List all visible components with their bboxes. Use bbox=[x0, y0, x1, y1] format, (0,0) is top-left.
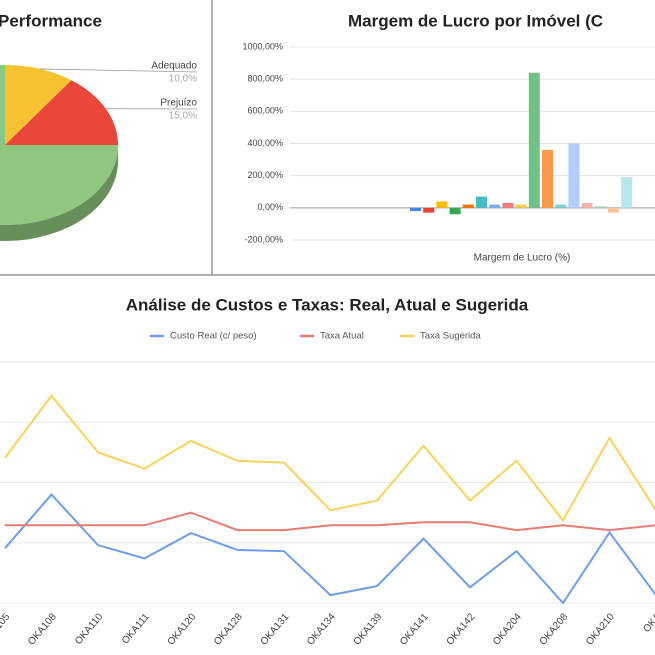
pie-value-label: 10,0% bbox=[169, 74, 197, 85]
line-series bbox=[4, 394, 655, 523]
bar bbox=[436, 201, 448, 208]
chart-title: Análise de Custos e Taxas: Real, Atual e… bbox=[126, 295, 529, 314]
bar bbox=[608, 207, 619, 213]
pie-label: Prejuízo bbox=[160, 98, 197, 109]
pie-slice-side bbox=[0, 145, 118, 241]
bar bbox=[542, 149, 553, 208]
bar bbox=[423, 207, 435, 213]
line-series bbox=[4, 493, 655, 605]
y-tick-label: 400,00% bbox=[247, 138, 283, 148]
bar bbox=[476, 196, 487, 208]
leader-line bbox=[39, 68, 198, 73]
line-series bbox=[5, 511, 655, 532]
x-axis-label: Margem de Lucro (%) bbox=[474, 253, 571, 264]
pie-value-label: 15,0% bbox=[169, 111, 197, 122]
bar bbox=[528, 72, 540, 208]
pie-label: Adequado bbox=[151, 61, 197, 72]
bar bbox=[515, 204, 527, 208]
legend-label: Custo Real (c/ peso) bbox=[170, 331, 257, 342]
bar bbox=[489, 204, 501, 208]
legend-label: Taxa Sugerida bbox=[420, 331, 481, 342]
bar bbox=[594, 206, 606, 208]
y-tick-label: 1000,00% bbox=[242, 41, 283, 51]
chart-title: Margem de Lucro por Imóvel (C bbox=[348, 11, 603, 30]
y-tick-label: 600,00% bbox=[247, 106, 283, 116]
bar bbox=[555, 204, 567, 208]
chart-title: Performance bbox=[0, 11, 102, 30]
bar bbox=[410, 207, 421, 212]
bar bbox=[581, 203, 593, 208]
bar bbox=[502, 203, 514, 208]
legend-label: Taxa Atual bbox=[320, 331, 364, 342]
y-tick-label: 0,00% bbox=[257, 202, 283, 212]
y-tick-label: -200,00% bbox=[244, 234, 283, 244]
pie-slice bbox=[5, 65, 72, 145]
bar bbox=[449, 207, 461, 215]
pie-slice bbox=[5, 80, 118, 145]
y-tick-label: 800,00% bbox=[247, 74, 283, 84]
bar bbox=[621, 177, 633, 208]
bar bbox=[462, 204, 474, 208]
pie-slice bbox=[0, 65, 118, 225]
bar bbox=[568, 143, 580, 208]
y-tick-label: 200,00% bbox=[247, 170, 283, 180]
